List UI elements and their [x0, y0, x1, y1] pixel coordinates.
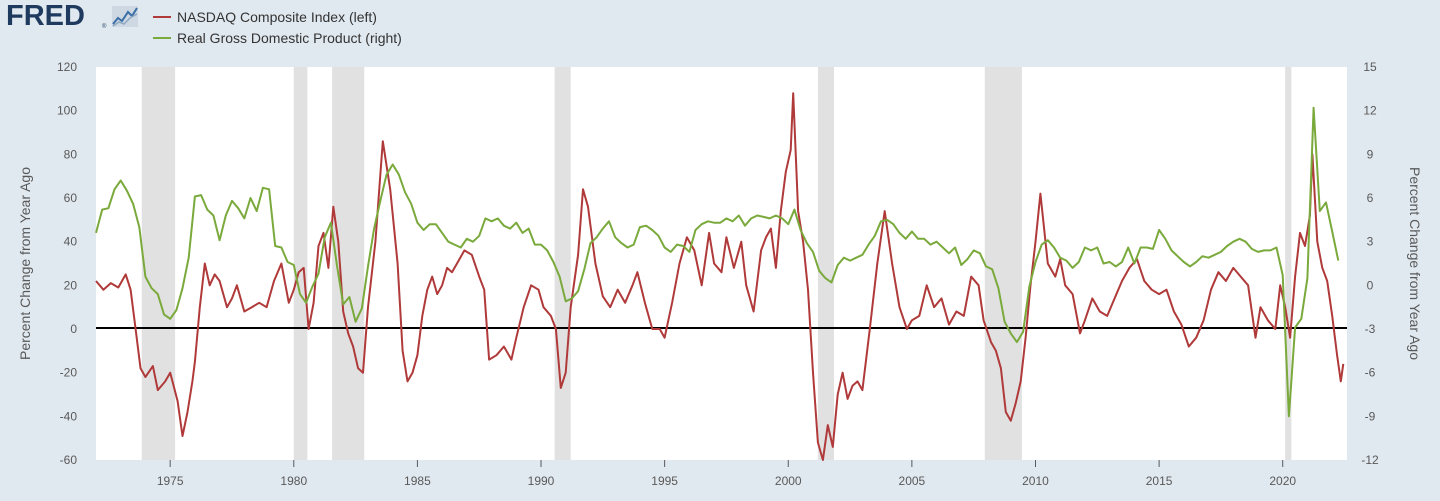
- y-right-tick-label: 6: [1367, 191, 1374, 205]
- axis-ticks: 120 100 80 60 40 20 0 -20 -40 -60 15 12 9 6 3 0 -3 -6 -9 -1…: [57, 60, 1379, 488]
- y-left-axis-label: Percent Change from Year Ago: [17, 167, 33, 360]
- x-tick-label: 1990: [528, 474, 555, 488]
- y-left-tick-label: -20: [60, 366, 78, 380]
- legend: NASDAQ Composite Index (left) Real Gross…: [153, 6, 402, 48]
- y-left-tick-label: 40: [64, 235, 78, 249]
- x-tick-label: 2005: [899, 474, 926, 488]
- legend-label-nasdaq: NASDAQ Composite Index (left): [177, 8, 377, 25]
- chart-logo-icon: [112, 6, 138, 27]
- y-right-tick-label: 9: [1367, 147, 1374, 161]
- y-left-tick-label: -40: [60, 409, 78, 423]
- gdp-line: [95, 106, 1340, 418]
- recession-band-3: [554, 67, 571, 460]
- fred-logo-text: FRED: [6, 0, 85, 32]
- recession-band-6: [1285, 67, 1292, 460]
- legend-item-nasdaq: NASDAQ Composite Index (left): [153, 6, 402, 27]
- y-right-tick-label: -12: [1361, 453, 1379, 467]
- y-right-tick-label: 12: [1363, 104, 1377, 118]
- x-tick-label: 2000: [775, 474, 802, 488]
- x-tick-label: 1975: [157, 474, 184, 488]
- recession-band-1: [293, 67, 308, 460]
- fred-logo-registered: ®: [102, 23, 107, 30]
- y-right-tick-label: 15: [1363, 60, 1377, 74]
- legend-label-gdp: Real Gross Domestic Product (right): [177, 29, 402, 46]
- y-left-tick-label: 20: [64, 278, 78, 292]
- x-tick-label: 1980: [280, 474, 307, 488]
- series-lines: [95, 92, 1345, 461]
- x-tick-label: 2015: [1146, 474, 1173, 488]
- y-left-tick-label: -60: [60, 453, 78, 467]
- plot-area: [96, 67, 1347, 460]
- nasdaq-line: [95, 92, 1345, 461]
- x-tick-label: 2010: [1022, 474, 1049, 488]
- y-left-tick-label: 100: [57, 104, 77, 118]
- y-right-tick-label: 3: [1367, 235, 1374, 249]
- x-tick-label: 1985: [404, 474, 431, 488]
- y-right-tick-label: 0: [1367, 278, 1374, 292]
- y-right-axis-label: Percent Change from Year Ago: [1407, 167, 1423, 360]
- legend-item-gdp: Real Gross Domestic Product (right): [153, 27, 402, 48]
- y-left-tick-label: 60: [64, 191, 78, 205]
- y-left-tick-label: 120: [57, 60, 77, 74]
- fred-logo: FRED ®: [6, 0, 138, 32]
- x-tick-label: 2020: [1269, 474, 1296, 488]
- recession-band-0: [141, 67, 176, 460]
- x-tick-label: 1995: [651, 474, 678, 488]
- y-left-tick-label: 0: [70, 322, 77, 336]
- y-left-tick-label: 80: [64, 147, 78, 161]
- legend-swatch-gdp: [153, 36, 171, 39]
- legend-swatch-nasdaq: [153, 15, 171, 18]
- y-right-tick-label: -9: [1365, 409, 1376, 423]
- recession-bands: [141, 67, 1292, 460]
- y-right-tick-label: -6: [1365, 366, 1376, 380]
- recession-band-4: [817, 67, 834, 460]
- y-right-tick-label: -3: [1365, 322, 1376, 336]
